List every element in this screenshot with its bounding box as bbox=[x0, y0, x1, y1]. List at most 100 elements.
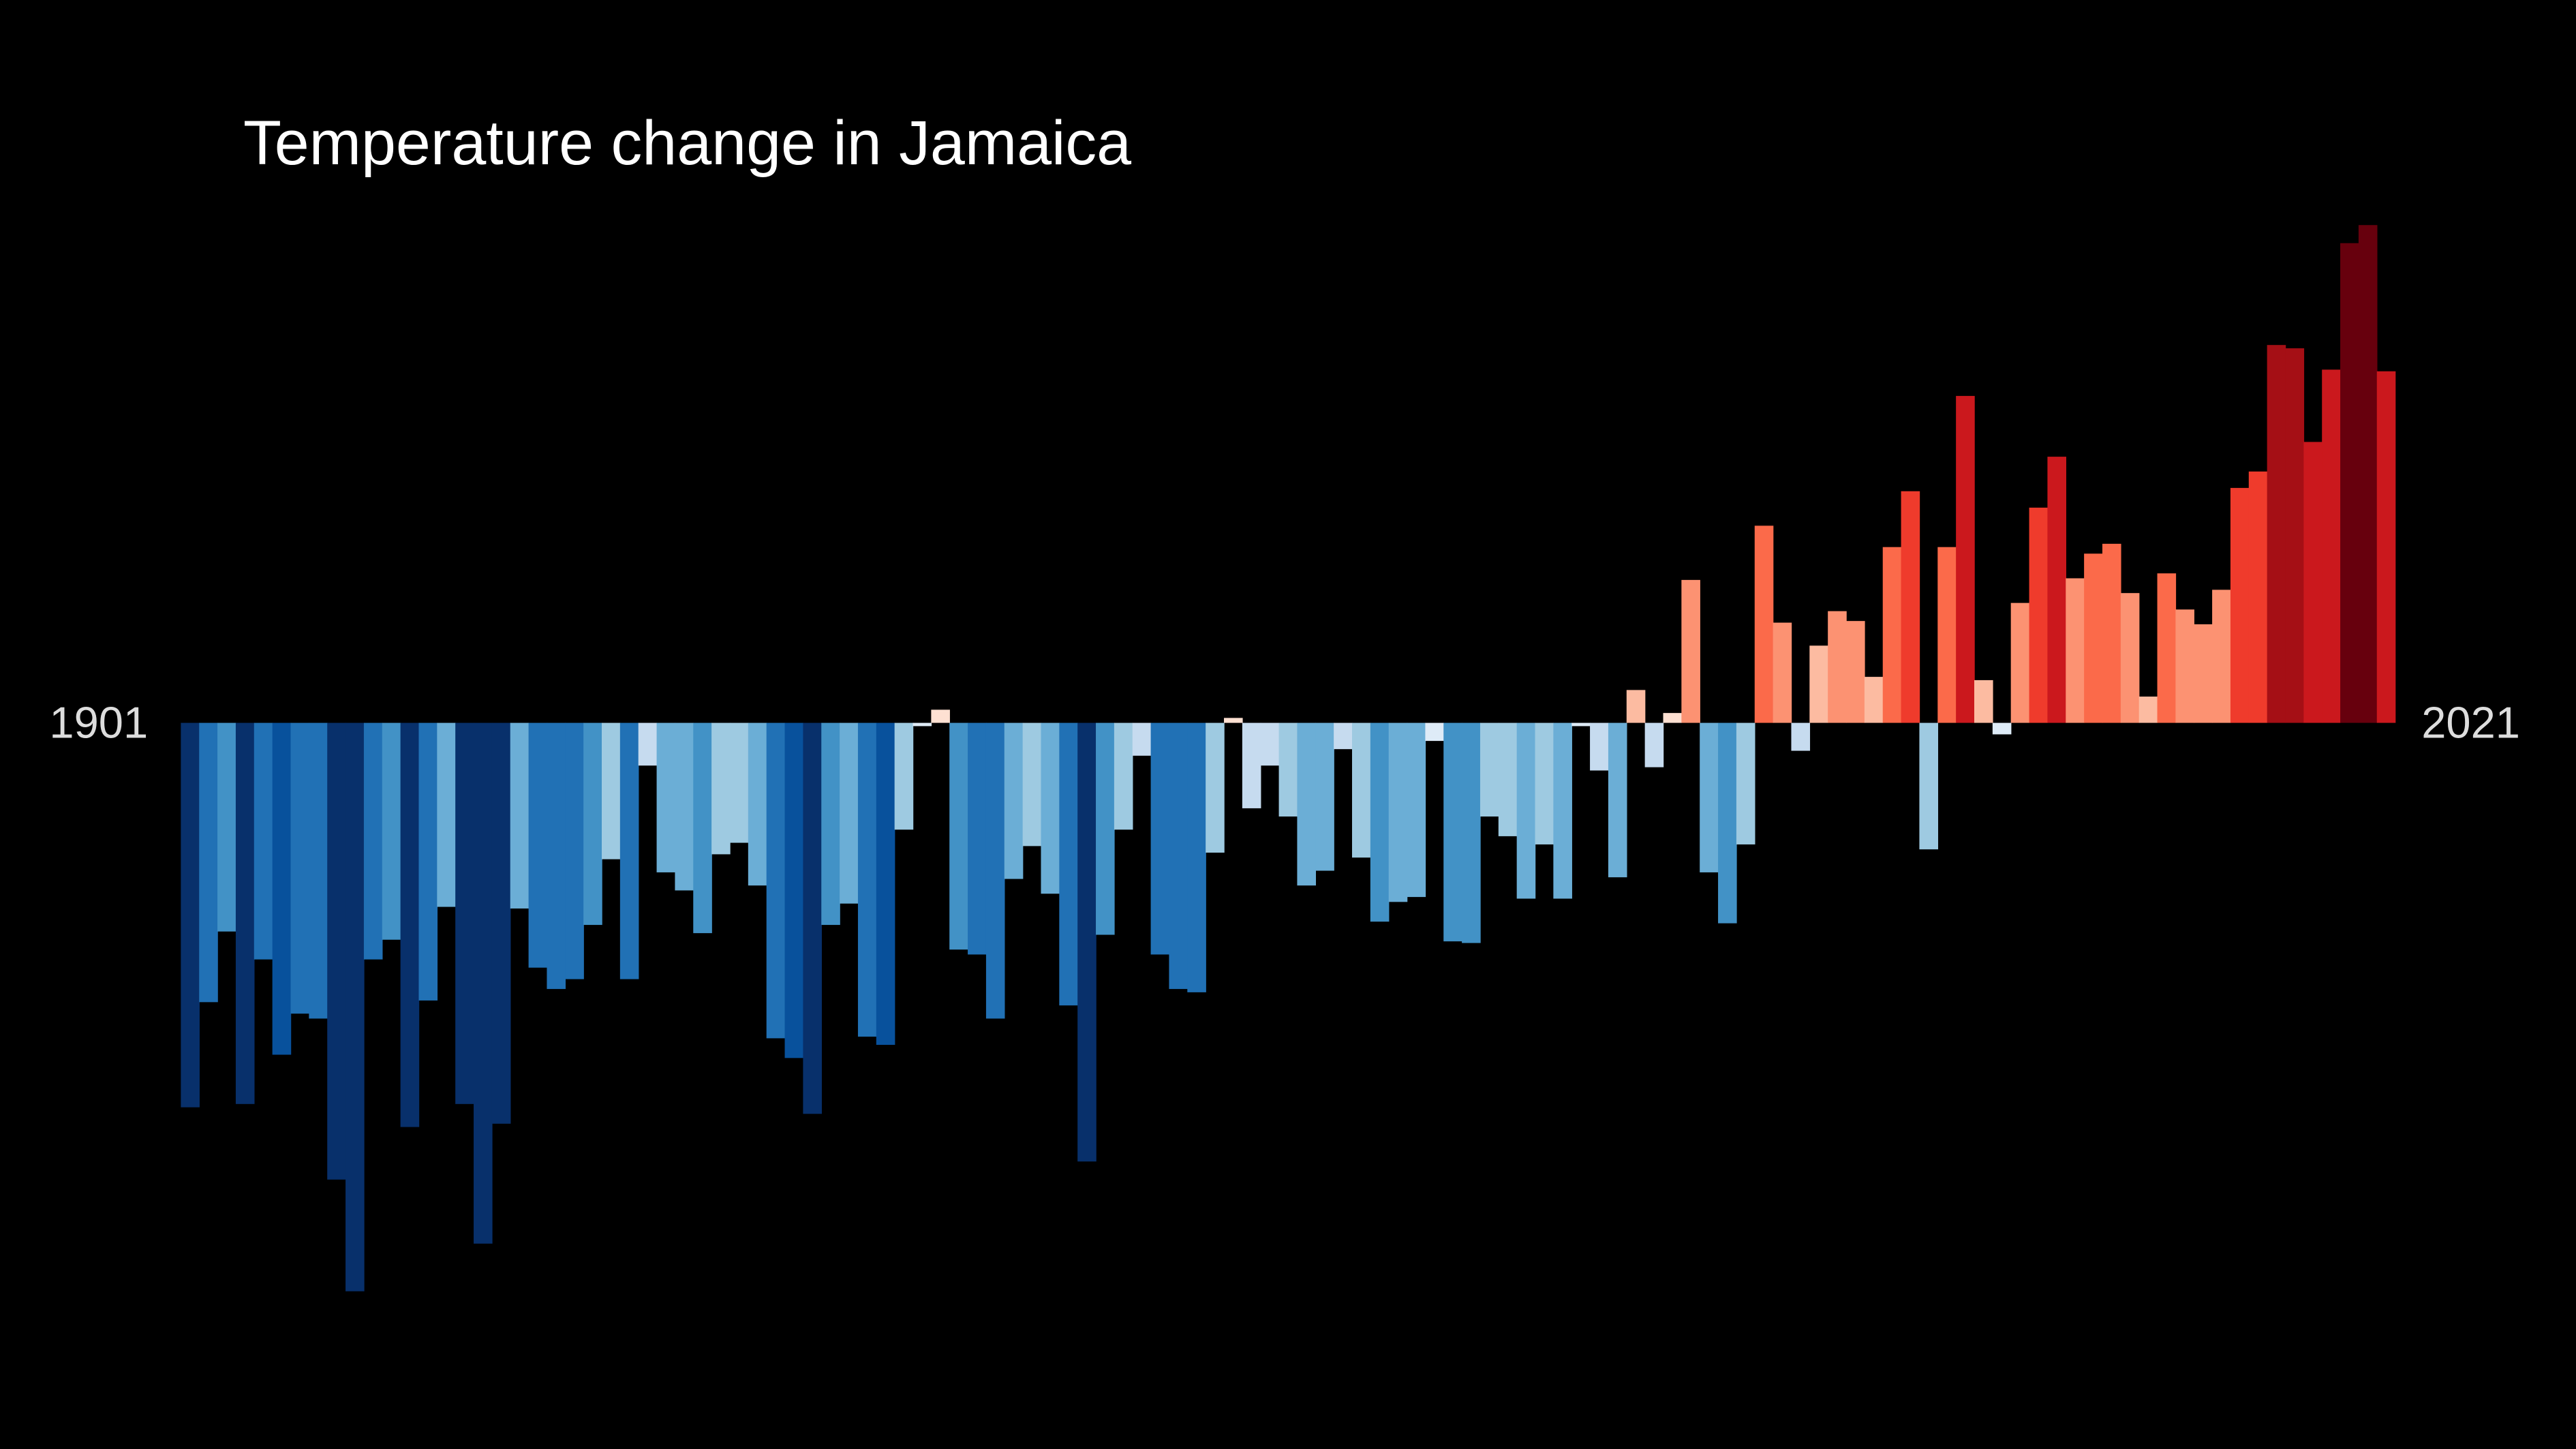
bar bbox=[1077, 722, 1097, 1162]
bar bbox=[1553, 722, 1572, 899]
x-tick-label: 2021 bbox=[2421, 698, 2520, 748]
bar bbox=[1187, 722, 1206, 992]
bar bbox=[968, 722, 987, 955]
bar bbox=[1407, 722, 1426, 898]
bar bbox=[1059, 722, 1078, 1006]
bar bbox=[1937, 547, 1957, 723]
bar bbox=[729, 722, 749, 843]
bar bbox=[1004, 722, 1024, 879]
bar bbox=[1114, 722, 1133, 830]
bar bbox=[1901, 491, 1920, 723]
bar bbox=[474, 722, 493, 1244]
bar bbox=[346, 722, 365, 1292]
bar bbox=[1425, 722, 1444, 742]
bar bbox=[1370, 722, 1390, 922]
bar bbox=[2340, 243, 2359, 723]
chart-title: Temperature change in Jamaica bbox=[243, 108, 1131, 178]
bar bbox=[363, 722, 383, 960]
bar bbox=[1882, 547, 1902, 723]
bar bbox=[803, 722, 822, 1114]
bar bbox=[2157, 573, 2177, 723]
bar bbox=[656, 722, 676, 872]
bar bbox=[1443, 722, 1462, 942]
bar bbox=[1590, 722, 1609, 771]
bar bbox=[1022, 722, 1042, 846]
bar bbox=[1663, 713, 1683, 723]
bar bbox=[199, 722, 218, 1003]
bar bbox=[437, 722, 456, 907]
bar bbox=[913, 722, 932, 727]
bar bbox=[949, 722, 968, 950]
bar bbox=[2358, 225, 2378, 723]
bar bbox=[2322, 369, 2341, 723]
bar bbox=[1626, 690, 1646, 723]
bar bbox=[217, 722, 236, 932]
bar bbox=[2248, 471, 2268, 723]
bar bbox=[1132, 722, 1152, 756]
bar bbox=[491, 722, 511, 1124]
bar bbox=[181, 722, 200, 1108]
bar bbox=[1096, 722, 1115, 935]
bar bbox=[1864, 677, 1884, 723]
bar bbox=[290, 722, 310, 1014]
bar bbox=[638, 722, 658, 766]
bar bbox=[840, 722, 859, 904]
bar bbox=[547, 722, 566, 990]
bar bbox=[1535, 722, 1554, 844]
bar bbox=[894, 722, 914, 830]
bar bbox=[2303, 442, 2322, 723]
bar bbox=[1242, 722, 1261, 808]
bar bbox=[1334, 722, 1353, 750]
bar bbox=[1516, 722, 1536, 899]
bar bbox=[1919, 722, 1939, 850]
bar bbox=[455, 722, 474, 1104]
bar bbox=[857, 722, 877, 1037]
bar bbox=[309, 722, 328, 1019]
bar bbox=[2175, 609, 2194, 723]
bar bbox=[784, 722, 804, 1058]
bar bbox=[2010, 603, 2030, 723]
bar bbox=[2029, 507, 2049, 723]
bar bbox=[876, 722, 895, 1046]
bar bbox=[2376, 371, 2396, 723]
x-tick-label: 1901 bbox=[49, 698, 148, 748]
bar bbox=[985, 722, 1005, 1019]
bar bbox=[565, 722, 584, 979]
bar bbox=[1736, 722, 1755, 844]
bar bbox=[1754, 525, 1774, 723]
bar bbox=[254, 722, 273, 960]
bar bbox=[1608, 722, 1627, 878]
bar bbox=[1169, 722, 1189, 990]
bar bbox=[1278, 722, 1298, 817]
bar bbox=[1150, 722, 1170, 955]
bar bbox=[931, 710, 950, 723]
bar bbox=[2194, 624, 2213, 723]
bar bbox=[766, 722, 786, 1039]
bar bbox=[1260, 722, 1280, 766]
bar bbox=[1773, 622, 1792, 723]
bar bbox=[1498, 722, 1518, 836]
bar bbox=[1351, 722, 1371, 858]
bar bbox=[2120, 593, 2140, 723]
bar bbox=[1681, 579, 1700, 723]
bar bbox=[510, 722, 530, 909]
bar bbox=[748, 722, 767, 886]
bar bbox=[1700, 722, 1719, 872]
bar bbox=[1388, 722, 1408, 902]
bar bbox=[2212, 590, 2231, 723]
bar bbox=[1224, 718, 1243, 723]
bar bbox=[583, 722, 602, 926]
bar bbox=[601, 722, 621, 859]
bar bbox=[1791, 722, 1811, 751]
bar bbox=[1462, 722, 1481, 943]
bar bbox=[235, 722, 255, 1104]
bar bbox=[418, 722, 438, 1001]
bar bbox=[2047, 457, 2066, 723]
bar bbox=[382, 722, 401, 940]
bar bbox=[1315, 722, 1334, 871]
bar bbox=[400, 722, 420, 1127]
bar bbox=[1644, 722, 1664, 767]
bar bbox=[2267, 345, 2286, 723]
bar bbox=[2066, 578, 2085, 723]
